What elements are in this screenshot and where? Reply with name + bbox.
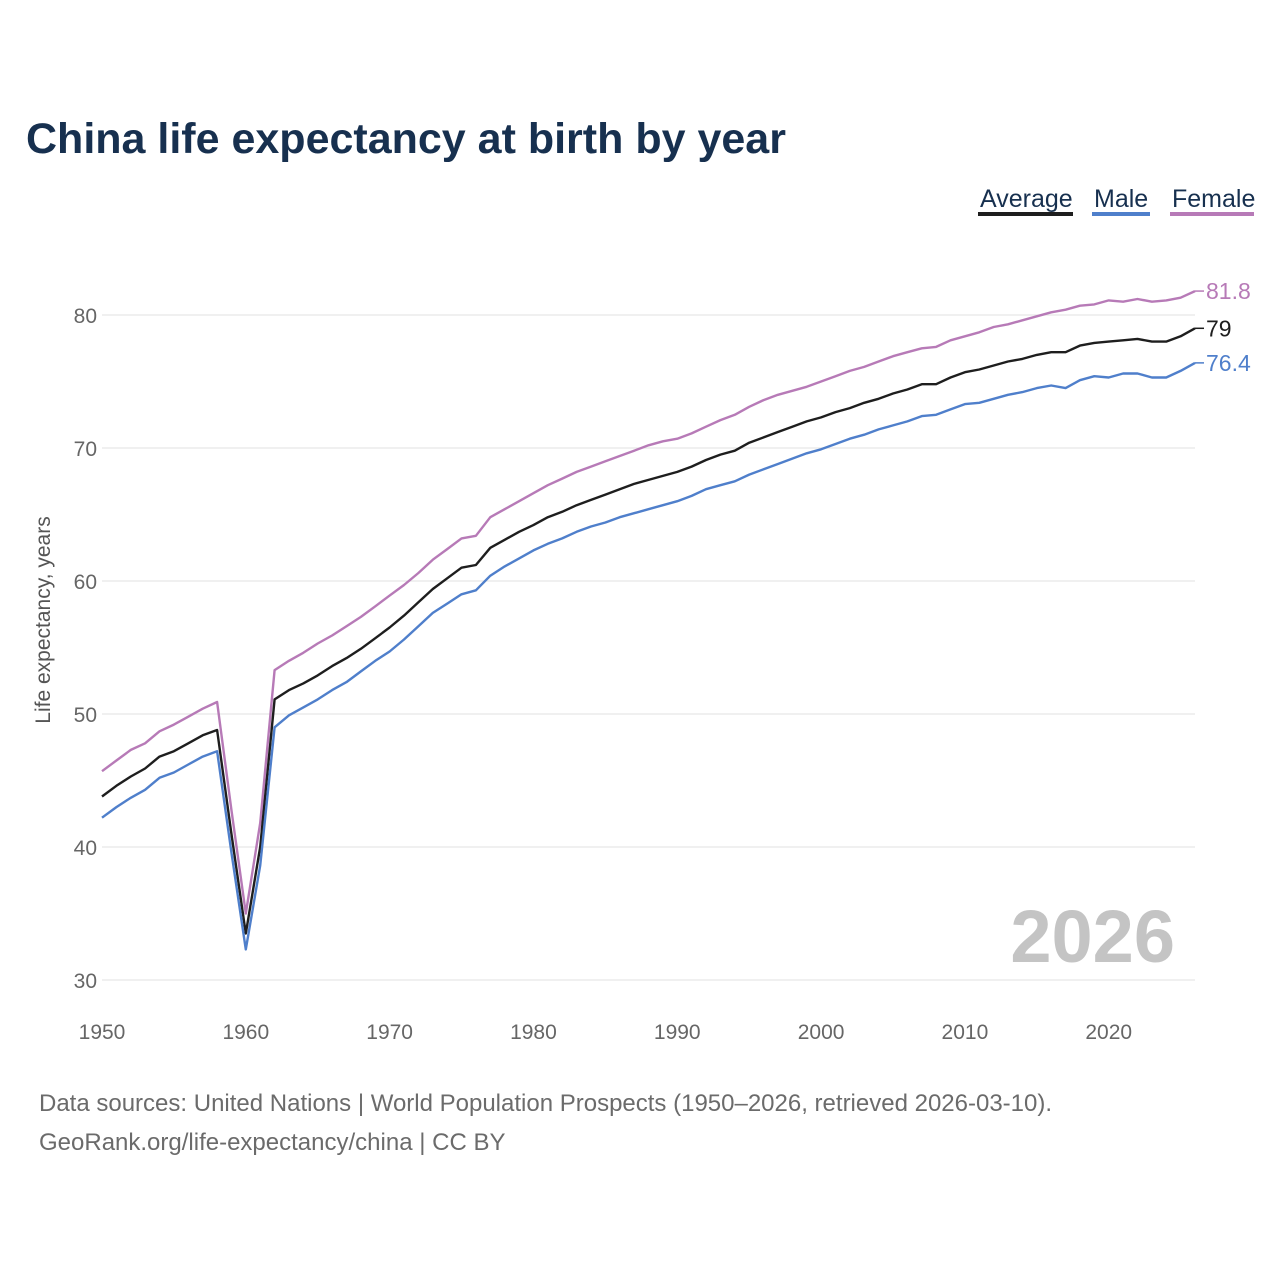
- legend-swatch: [1092, 212, 1150, 216]
- line-male: [101, 361, 1196, 951]
- x-tick-label: 2000: [798, 1021, 845, 1044]
- y-tick-label: 50: [74, 704, 97, 727]
- x-tick-label: 1980: [510, 1021, 557, 1044]
- legend-item-female[interactable]: Female: [1170, 185, 1255, 216]
- legend-label: Male: [1094, 185, 1148, 213]
- gridlines: [102, 314, 1195, 981]
- legend: Average Male Female: [978, 185, 1255, 216]
- y-tick-label: 80: [74, 305, 97, 328]
- end-label-female: 81.8: [1206, 278, 1251, 304]
- y-tick-label: 40: [74, 837, 97, 860]
- y-tick-label: 60: [74, 571, 97, 594]
- legend-item-male[interactable]: Male: [1092, 185, 1150, 216]
- x-axis-ticks: 1950 1960 1970 1980 1990 2000 2010 2020: [79, 1021, 1132, 1044]
- end-label-male: 76.4: [1206, 350, 1251, 376]
- x-tick-label: 2020: [1085, 1021, 1132, 1044]
- x-tick-label: 1990: [654, 1021, 701, 1044]
- legend-swatch: [978, 212, 1073, 216]
- legend-swatch: [1170, 212, 1254, 216]
- x-tick-label: 1970: [366, 1021, 413, 1044]
- current-year-label: 2026: [1010, 895, 1175, 978]
- end-label-average: 79: [1206, 315, 1232, 341]
- line-female: [101, 290, 1196, 915]
- y-axis-ticks: 30 40 50 60 70 80: [74, 305, 97, 993]
- end-labels: 81.8 79 76.4: [1195, 278, 1251, 376]
- legend-label: Female: [1172, 185, 1255, 213]
- line-average: [101, 327, 1196, 935]
- legend-label: Average: [980, 185, 1073, 213]
- x-tick-label: 1950: [79, 1021, 126, 1044]
- footer-sources: Data sources: United Nations | World Pop…: [39, 1090, 1052, 1117]
- x-tick-label: 1960: [222, 1021, 269, 1044]
- legend-item-average[interactable]: Average: [978, 185, 1073, 216]
- y-tick-label: 70: [74, 438, 97, 461]
- series-lines: [101, 290, 1196, 951]
- x-tick-label: 2010: [942, 1021, 989, 1044]
- footer-credit: GeoRank.org/life-expectancy/china | CC B…: [39, 1129, 505, 1156]
- chart-title: China life expectancy at birth by year: [26, 115, 786, 163]
- y-tick-label: 30: [74, 970, 97, 993]
- y-axis-label: Life expectancy, years: [32, 516, 55, 723]
